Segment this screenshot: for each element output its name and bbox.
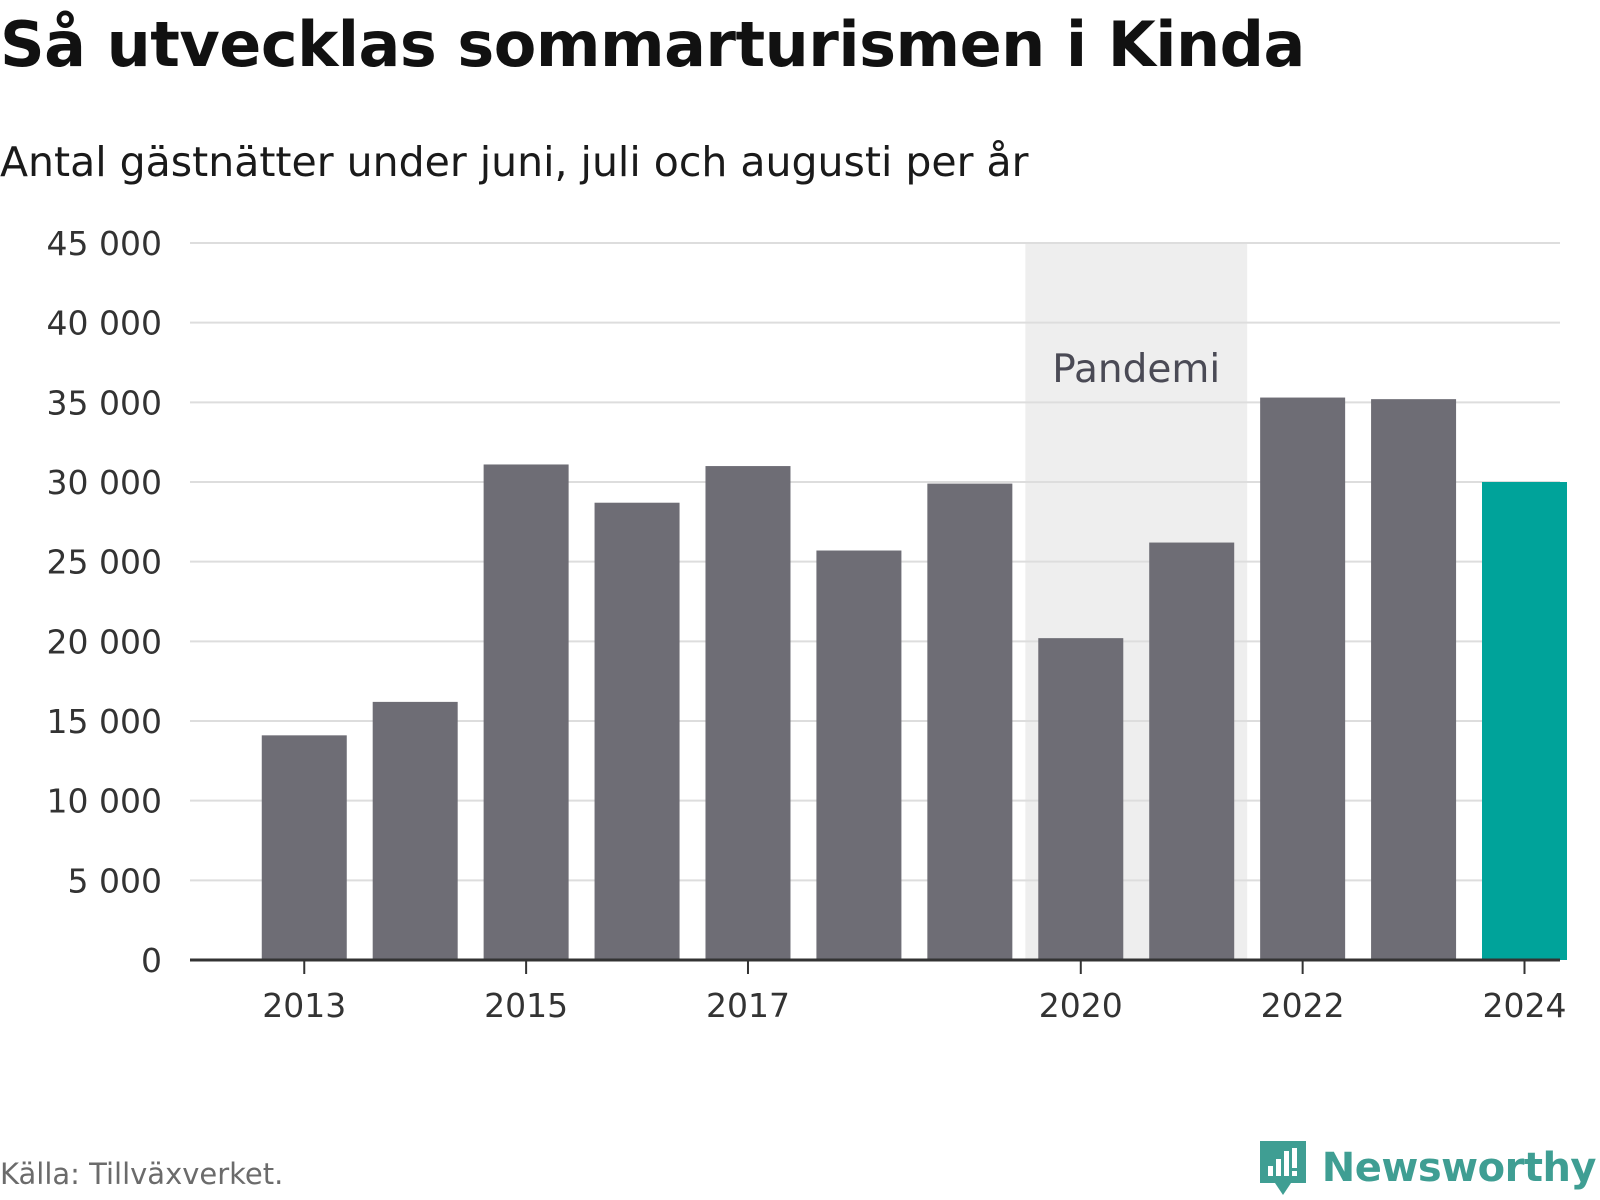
x-tick-label: 2017 [706,986,790,1025]
y-tick-label: 20 000 [47,622,162,661]
y-tick-label: 40 000 [47,304,162,343]
bar-2019 [927,483,1013,960]
y-tick-label: 0 [141,941,162,980]
brand-logo: Newsworthy [1258,1139,1597,1197]
bar-2023 [1371,399,1457,960]
x-tick-label: 2022 [1261,986,1345,1025]
bar-2017 [705,466,791,960]
y-tick-label: 45 000 [47,224,162,263]
chart-title: Så utvecklas sommarturismen i Kinda [0,8,1305,81]
bar-2014 [372,701,458,960]
y-tick-label: 10 000 [47,782,162,821]
y-tick-label: 30 000 [47,463,162,502]
bar-2024 [1482,482,1568,960]
bar-2013 [261,735,347,960]
bar-2020 [1038,638,1124,960]
bar-2018 [816,550,902,960]
brand-name: Newsworthy [1321,1145,1597,1191]
x-tick-label: 2020 [1039,986,1123,1025]
y-tick-label: 15 000 [47,702,162,741]
newsworthy-logo-icon [1259,1141,1306,1195]
x-tick-label: 2024 [1483,986,1567,1025]
y-tick-label: 25 000 [47,543,162,582]
bar-2022 [1260,397,1346,960]
x-tick-label: 2015 [484,986,568,1025]
pandemic-label: Pandemi [1052,347,1220,392]
bar-2016 [594,502,680,960]
bar-2021 [1149,542,1235,960]
y-tick-label: 5 000 [68,861,162,900]
x-tick-label: 2013 [262,986,346,1025]
y-tick-label: 35 000 [47,383,162,422]
bar-2015 [483,464,569,960]
source-note: Källa: Tillväxverket. [0,1157,284,1191]
chart-subtitle: Antal gästnätter under juni, juli och au… [0,138,1029,186]
bar-chart: 0 5 000 10 000 15 000 20 000 25 000 30 000 35 0… [47,224,1568,1025]
